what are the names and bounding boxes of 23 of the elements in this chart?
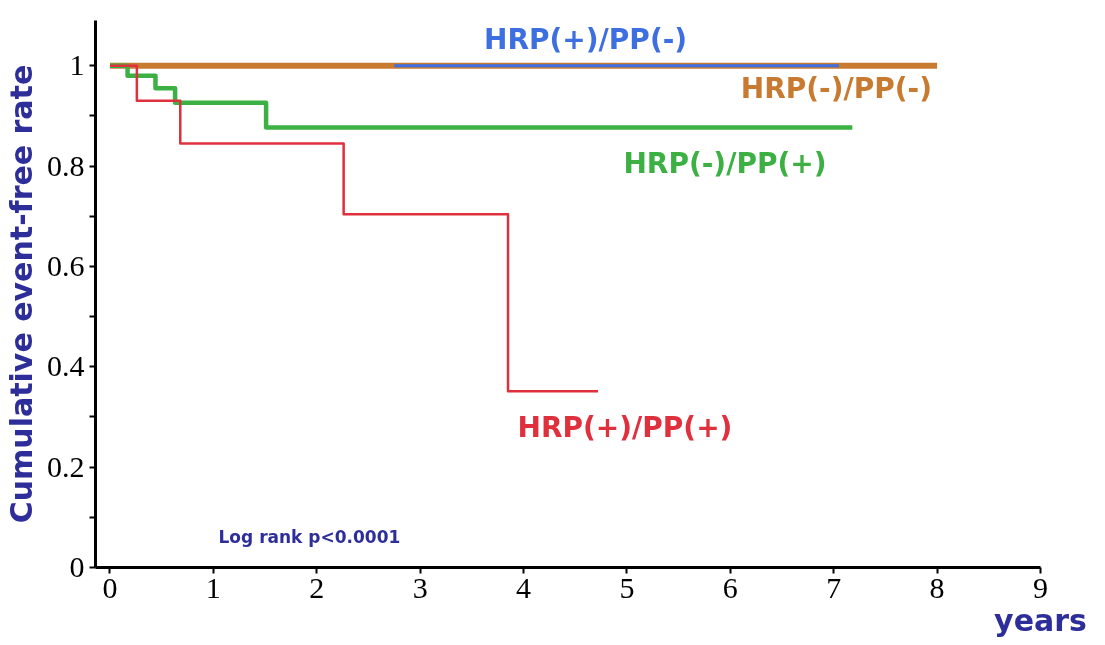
y-tick-label: 0 [69, 550, 85, 583]
y-tick-label: 0.8 [47, 148, 85, 182]
y-tick-label: 0.6 [47, 248, 85, 282]
x-tick-label: 0 [102, 570, 118, 604]
x-tick-label: 3 [412, 570, 428, 604]
x-tick-label: 2 [309, 570, 325, 604]
x-tick-label: 9 [1033, 570, 1048, 604]
x-tick-label: 8 [929, 570, 945, 604]
x-tick-label: 1 [205, 570, 221, 604]
annotation: Log rank p<0.0001 [218, 527, 401, 548]
x-axis-title: years [994, 602, 1087, 638]
x-tick-label: 4 [516, 570, 532, 604]
x-tick-label: 5 [619, 570, 635, 604]
series-label: HRP(-)/PP(-) [740, 71, 932, 105]
x-tick-label: 6 [722, 570, 738, 604]
y-tick-label: 0.4 [47, 349, 85, 383]
y-axis-title: Cumulative event-free rate [4, 64, 39, 524]
y-tick-label: 0.2 [47, 449, 85, 483]
x-tick-label: 7 [826, 570, 842, 604]
series-label: HRP(-)/PP(+) [623, 147, 827, 181]
series-label: HRP(+)/PP(-) [484, 22, 688, 56]
series-label: HRP(+)/PP(+) [517, 411, 733, 445]
y-tick-label: 1 [69, 48, 85, 82]
